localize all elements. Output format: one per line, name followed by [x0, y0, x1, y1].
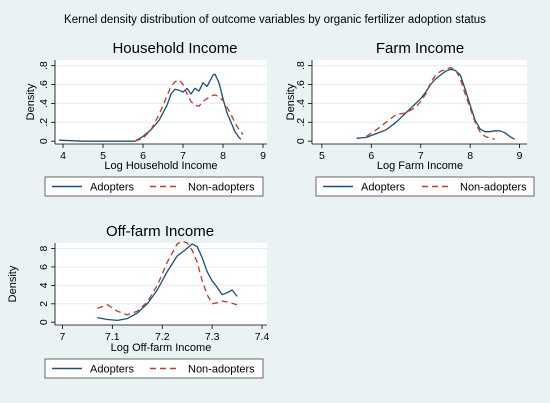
- household-income-axes: 4 5 6 7 8 9 0 .2 .4 .6 .8: [38, 60, 267, 162]
- farm-income-legend-adopters: Adopters: [361, 182, 406, 194]
- farm-income-y-tick-label: .8: [295, 61, 307, 70]
- farm-income-legend-non-adopters: Non-adopters: [460, 182, 527, 194]
- off-farm-income-x-label: Log Off-farm Income: [111, 342, 212, 354]
- household-income-y-tick-label: 0: [38, 138, 50, 144]
- household-income-non-adopters-line: [134, 79, 244, 142]
- farm-income-y-tick-label: .2: [295, 118, 307, 127]
- household-income-y-tick-label: .2: [38, 118, 50, 127]
- off-farm-income-grid: [55, 248, 267, 305]
- farm-income-x-tick-label: 5: [319, 150, 325, 162]
- farm-income-x-tick-label: 6: [368, 150, 374, 162]
- off-farm-income-x-tick-label: 7.1: [105, 331, 120, 343]
- off-farm-income-x-tick-label: 7.4: [255, 331, 270, 343]
- household-income-x-tick-label: 5: [100, 150, 106, 162]
- household-income-x-tick-label: 4: [60, 150, 66, 162]
- household-income-series: [58, 73, 244, 142]
- off-farm-income-axes: 7 7.1 7.2 7.3 7.4 0 2 4 6 8: [38, 243, 269, 343]
- farm-income-adopters-line: [356, 68, 515, 140]
- household-income-y-tick-label: .6: [38, 80, 50, 89]
- farm-income-x-label: Log Farm Income: [377, 160, 463, 172]
- off-farm-income-title: Off-farm Income: [106, 223, 214, 240]
- off-farm-income-x-tick-label: 7.2: [155, 331, 170, 343]
- household-income-y-tick-label: .8: [38, 61, 50, 70]
- figure-title: Kernel density distribution of outcome v…: [64, 14, 486, 26]
- farm-income-y-tick-label: 0: [295, 138, 307, 144]
- farm-income-y-tick-label: .6: [295, 80, 307, 89]
- farm-income-y-label: Density: [285, 83, 297, 120]
- farm-income-non-adopters-line: [366, 66, 496, 140]
- off-farm-income-legend-non-adopters: Non-adopters: [188, 364, 255, 376]
- off-farm-income-y-tick-label: 0: [38, 319, 50, 325]
- off-farm-income-y-tick-label: 8: [38, 245, 50, 251]
- off-farm-income-series: [97, 240, 238, 322]
- farm-income-x-tick-label: 9: [517, 150, 523, 162]
- farm-income-series: [356, 66, 515, 140]
- off-farm-income-adopters-line: [97, 243, 238, 322]
- off-farm-income-panel: Off-farm Income 7 7.1 7.2 7.3 7.4 0 2 4 6 8 Log O…: [7, 223, 269, 379]
- farm-income-y-tick-label: .4: [295, 99, 307, 108]
- household-income-x-tick-label: 7: [180, 150, 186, 162]
- household-income-legend-non-adopters: Non-adopters: [188, 182, 255, 194]
- farm-income-x-tick-label: 7: [418, 150, 424, 162]
- household-income-y-tick-label: .4: [38, 99, 50, 108]
- farm-income-title: Farm Income: [376, 40, 464, 57]
- household-income-x-tick-label: 9: [260, 150, 266, 162]
- off-farm-income-y-label: Density: [7, 265, 19, 302]
- off-farm-income-non-adopters-line: [97, 240, 238, 316]
- household-income-adopters-line: [58, 73, 242, 142]
- household-income-x-tick-label: 6: [140, 150, 146, 162]
- household-income-panel: Household Income 4 5 6 7 8 9 0 .2 .4 .6 .8 Log Hou…: [25, 40, 267, 197]
- farm-income-panel: Farm Income 5 6 7 8 9 0 .2 .4 .6 .8 Log Farm Inco…: [285, 40, 535, 197]
- household-income-y-label: Density: [25, 83, 37, 120]
- farm-income-axes: 5 6 7 8 9 0 .2 .4 .6 .8: [295, 60, 527, 162]
- household-income-title: Household Income: [112, 40, 237, 57]
- household-income-plot-area: [55, 60, 267, 144]
- farm-income-x-tick-label: 8: [467, 150, 473, 162]
- household-income-x-tick-label: 8: [220, 150, 226, 162]
- off-farm-income-legend-adopters: Adopters: [90, 364, 135, 376]
- off-farm-income-x-tick-label: 7.3: [205, 331, 220, 343]
- off-farm-income-y-tick-label: 4: [38, 282, 50, 288]
- off-farm-income-y-tick-label: 2: [38, 301, 50, 307]
- household-income-legend-adopters: Adopters: [90, 182, 135, 194]
- household-income-x-label: Log Household Income: [104, 160, 217, 172]
- off-farm-income-x-tick-label: 7: [60, 331, 66, 343]
- off-farm-income-y-tick-label: 6: [38, 264, 50, 270]
